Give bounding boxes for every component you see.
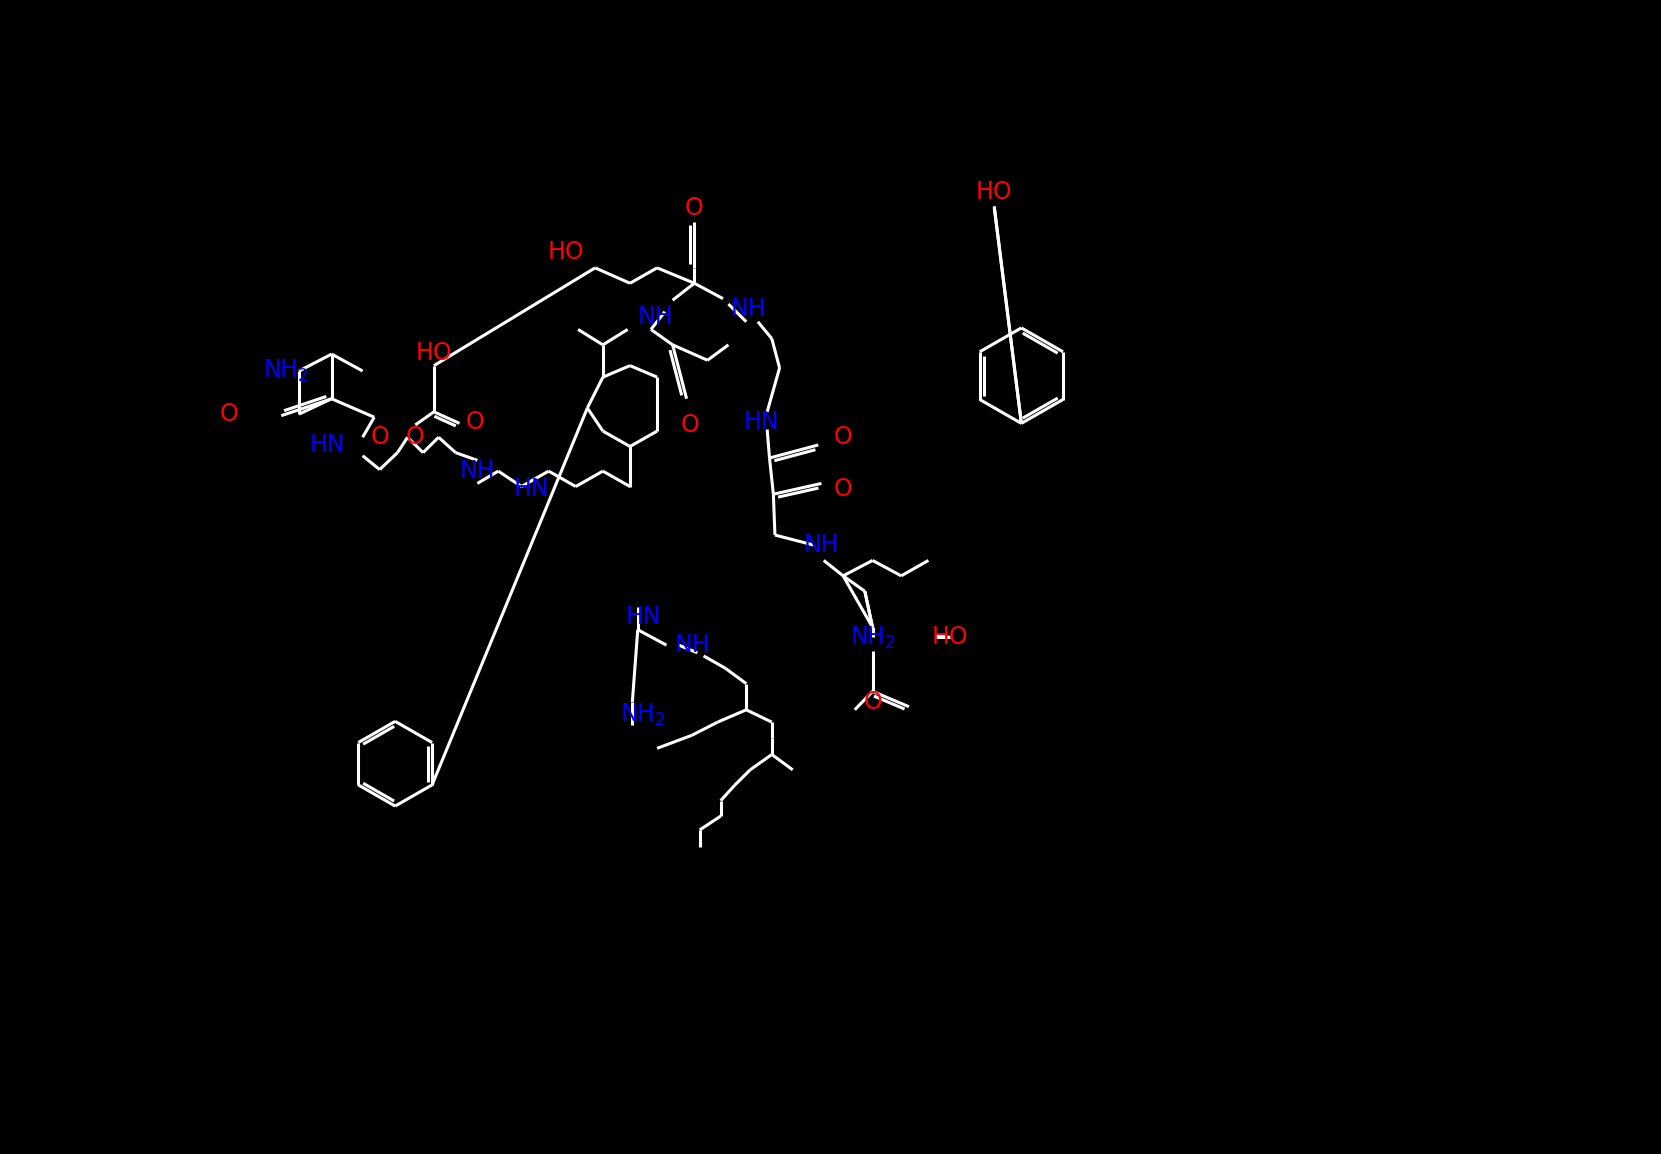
Text: NH$_2$: NH$_2$ — [850, 624, 895, 651]
Text: HO: HO — [977, 180, 1013, 204]
Text: O: O — [834, 425, 852, 449]
Text: NH$_2$: NH$_2$ — [264, 358, 309, 384]
Text: HN: HN — [311, 433, 345, 457]
Text: HO: HO — [548, 240, 585, 264]
Text: HN: HN — [625, 606, 661, 629]
Text: O: O — [684, 196, 704, 219]
Text: O: O — [370, 425, 389, 449]
Text: HN: HN — [513, 477, 550, 501]
Text: NH: NH — [638, 305, 673, 329]
Text: HN: HN — [744, 410, 779, 434]
Text: NH: NH — [731, 298, 766, 322]
Text: O: O — [864, 690, 882, 714]
Text: HO: HO — [415, 340, 452, 365]
Text: HO: HO — [932, 625, 968, 650]
Text: O: O — [405, 425, 425, 449]
Text: NH: NH — [674, 634, 709, 657]
Text: O: O — [681, 413, 699, 437]
Text: NH: NH — [460, 459, 495, 484]
Text: O: O — [834, 477, 852, 501]
Text: O: O — [465, 410, 485, 434]
Text: NH$_2$: NH$_2$ — [620, 702, 666, 727]
Text: NH: NH — [804, 533, 839, 557]
Text: O: O — [219, 402, 239, 426]
